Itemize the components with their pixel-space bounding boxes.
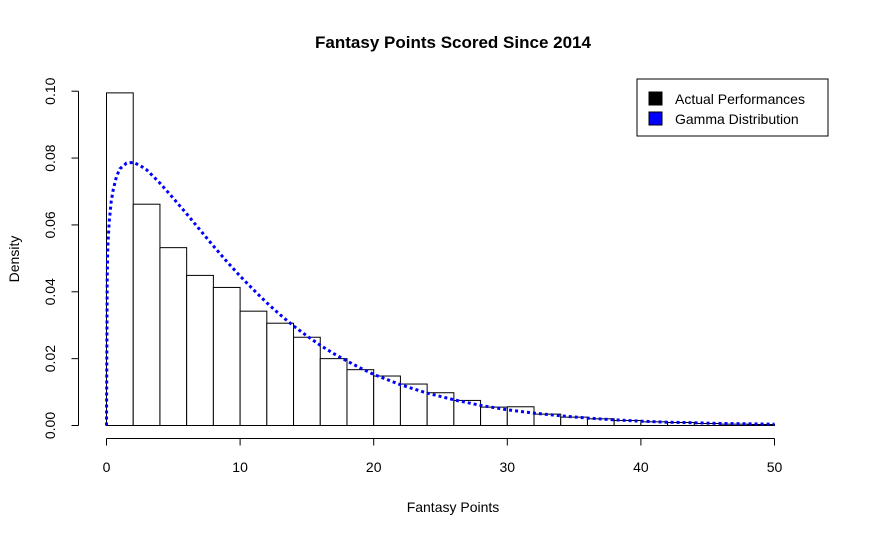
- histogram-bar: [212, 286, 241, 427]
- y-tick-label: 0.02: [42, 345, 58, 372]
- y-tick-label: 0.06: [42, 211, 58, 238]
- histogram-bars: [106, 92, 776, 427]
- legend-label-actual: Actual Performances: [675, 91, 805, 107]
- legend-label-gamma: Gamma Distribution: [675, 111, 799, 127]
- histogram-bar: [293, 336, 321, 427]
- x-tick-label: 40: [633, 459, 649, 475]
- x-axis: 0 10 20 30 40 50: [103, 438, 783, 475]
- chart-title: Fantasy Points Scored Since 2014: [315, 33, 591, 52]
- legend-box: [636, 78, 829, 137]
- histogram-bar: [399, 383, 428, 427]
- y-axis: 0.00 0.02 0.04 0.06 0.08 0.10: [42, 77, 79, 439]
- legend-swatch-gamma: [648, 111, 663, 126]
- y-tick-label: 0.08: [42, 144, 58, 171]
- histogram-bar: [239, 310, 268, 426]
- histogram-bar: [132, 203, 161, 426]
- x-axis-label: Fantasy Points: [407, 499, 500, 515]
- x-tick-label: 50: [767, 459, 783, 475]
- x-tick-label: 30: [500, 459, 516, 475]
- x-tick-label: 10: [232, 459, 248, 475]
- y-tick-label: 0.00: [42, 412, 58, 439]
- histogram-bar: [319, 358, 348, 427]
- gamma-density-curve: [105, 160, 775, 426]
- histogram-bar: [426, 392, 455, 426]
- x-tick-label: 20: [366, 459, 382, 475]
- histogram-bar: [373, 375, 401, 426]
- y-tick-label: 0.04: [42, 278, 58, 305]
- histogram-bar: [106, 92, 134, 427]
- y-axis-label: Density: [6, 236, 22, 283]
- histogram-bar: [159, 247, 188, 426]
- x-tick-label: 0: [103, 459, 111, 475]
- histogram-bar: [346, 369, 375, 427]
- chart-legend: Actual Performances Gamma Distribution: [636, 78, 829, 137]
- histogram-bar: [186, 274, 214, 426]
- legend-swatch-actual: [648, 91, 663, 106]
- y-tick-label: 0.10: [42, 77, 58, 104]
- histogram-bar: [266, 322, 295, 426]
